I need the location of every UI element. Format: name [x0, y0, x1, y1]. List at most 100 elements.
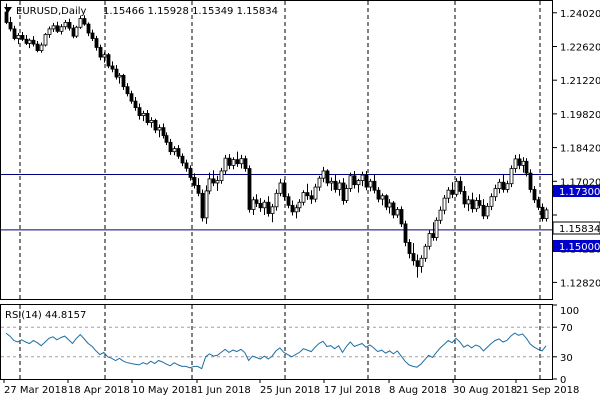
- bull-candle-body: [423, 245, 428, 259]
- rsi-axis: 100 70 30 0: [552, 304, 579, 386]
- bear-candle-body: [411, 253, 416, 262]
- bull-candle-body: [321, 170, 326, 179]
- bear-candle-body: [517, 158, 522, 166]
- candle: [223, 154, 228, 175]
- candle: [454, 178, 459, 197]
- bull-candle-body: [141, 113, 146, 116]
- bull-candle-body: [63, 22, 68, 28]
- bear-candle-body: [458, 180, 463, 192]
- candle: [399, 206, 404, 228]
- candle: [493, 184, 498, 202]
- bull-candle-body: [239, 158, 244, 165]
- bear-candle-body: [133, 100, 138, 109]
- bear-candle-body: [528, 172, 533, 190]
- bull-candle-body: [356, 180, 361, 186]
- candle: [141, 110, 146, 122]
- main-pane-frame: [0, 0, 553, 300]
- bear-candle-body: [352, 175, 357, 186]
- bear-candle-body: [67, 22, 72, 29]
- bear-candle-body: [290, 204, 295, 213]
- candle: [27, 38, 32, 49]
- bull-candle-body: [474, 200, 479, 210]
- candle: [536, 196, 541, 211]
- bull-candle-body: [223, 157, 228, 172]
- candle: [540, 203, 545, 222]
- candle: [86, 22, 91, 37]
- bear-candle-body: [90, 32, 95, 39]
- date-label: 21 Sep 2018: [516, 385, 579, 396]
- candle: [352, 170, 357, 189]
- bull-candle-body: [74, 26, 79, 37]
- candle: [364, 170, 369, 191]
- candle: [219, 167, 224, 184]
- bull-candle-body: [294, 207, 299, 213]
- support-tag: 1.15000: [559, 242, 600, 253]
- candle: [501, 175, 506, 193]
- candle: [168, 138, 173, 155]
- bear-candle-body: [258, 203, 263, 209]
- bear-candle-body: [282, 182, 287, 198]
- current-price-tag: 1.15834: [559, 224, 600, 235]
- candle: [446, 187, 451, 203]
- bear-candle-body: [55, 25, 60, 32]
- bear-candle-body: [501, 181, 506, 190]
- bull-candle-body: [485, 205, 490, 217]
- candle: [325, 169, 330, 187]
- rsi-tick-label: 30: [560, 353, 573, 364]
- rsi-label: RSI(14) 44.8157: [5, 310, 86, 321]
- bull-candle-body: [301, 192, 306, 203]
- candle: [485, 202, 490, 220]
- candle: [403, 220, 408, 247]
- bull-candle-body: [51, 25, 56, 30]
- bull-candle-body: [43, 34, 48, 46]
- bear-candle-body: [106, 54, 111, 67]
- candle: [301, 190, 306, 206]
- bull-candle-body: [274, 192, 279, 208]
- bear-candle-body: [20, 35, 25, 40]
- bear-candle-body: [137, 107, 142, 116]
- bear-candle-body: [524, 160, 529, 174]
- bear-candle-body: [71, 27, 76, 37]
- bear-candle-body: [94, 38, 99, 48]
- bull-candle-body: [172, 148, 177, 153]
- bull-candle-body: [270, 206, 275, 214]
- candle: [391, 201, 396, 219]
- bear-candle-body: [110, 65, 115, 70]
- bear-candle-body: [161, 127, 166, 136]
- bear-candle-body: [384, 195, 389, 208]
- candle: [43, 33, 48, 47]
- bull-candle-body: [493, 188, 498, 198]
- candle: [450, 182, 455, 199]
- candle: [305, 183, 310, 200]
- bear-candle-body: [164, 135, 169, 143]
- candle: [39, 42, 44, 53]
- bull-candle-body: [215, 180, 220, 184]
- candle: [344, 184, 349, 203]
- candlestick-series: [4, 3, 549, 278]
- bear-candle-body: [211, 178, 216, 184]
- candle: [333, 175, 338, 193]
- symbol-dropdown-icon[interactable]: [4, 7, 12, 13]
- bear-candle-body: [145, 113, 150, 123]
- bull-candle-body: [117, 74, 122, 78]
- candle: [356, 178, 361, 193]
- bear-candle-body: [532, 189, 537, 201]
- price-tick-label: 1.24020: [560, 9, 600, 20]
- bear-candle-body: [192, 177, 197, 186]
- bull-candle-body: [204, 190, 209, 219]
- candle: [297, 199, 302, 212]
- candle: [51, 22, 56, 33]
- candle: [31, 36, 36, 47]
- bull-candle-body: [102, 54, 107, 58]
- bull-candle-body: [337, 182, 342, 190]
- candle: [438, 206, 443, 224]
- candle: [372, 175, 377, 194]
- candle: [239, 154, 244, 169]
- bear-candle-body: [266, 201, 271, 214]
- candle: [462, 186, 467, 208]
- candle: [524, 158, 529, 177]
- candle: [117, 72, 122, 84]
- symbol-label: EURUSD,Daily: [16, 6, 87, 17]
- bear-candle-body: [188, 167, 193, 178]
